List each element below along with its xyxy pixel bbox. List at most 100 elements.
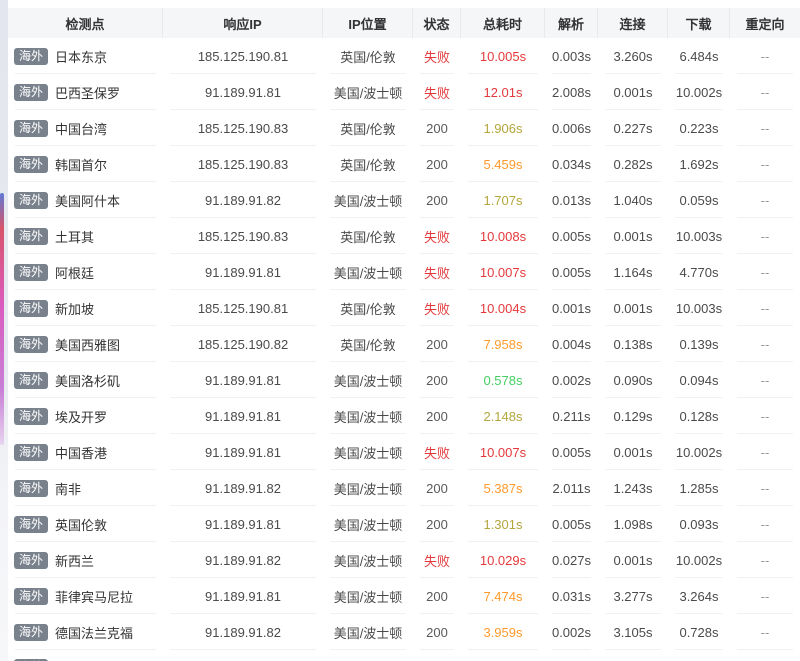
- overseas-badge: 海外: [14, 299, 49, 317]
- table-row: 海外 新西兰 91.189.91.82 美国/波士顿 失败 10.029s 0.0…: [8, 542, 800, 578]
- dns-time: 0.211s: [545, 398, 598, 434]
- download-time: 3.264s: [668, 578, 730, 614]
- download-time: 0.728s: [668, 614, 730, 650]
- total-time: 10.007s: [461, 434, 545, 470]
- redirect-value: --: [730, 254, 800, 290]
- connect-time: 1.243s: [598, 470, 668, 506]
- column-header-node: 检测点: [8, 8, 163, 38]
- dns-time: 0.006s: [545, 110, 598, 146]
- status-value: 200: [413, 146, 461, 182]
- dns-time: 0.013s: [545, 182, 598, 218]
- response-ip: 91.189.91.81: [163, 362, 323, 398]
- total-time: 5.459s: [461, 146, 545, 182]
- redirect-value: --: [730, 434, 800, 470]
- overseas-badge: 海外: [14, 587, 49, 605]
- total-time: 12.01s: [461, 74, 545, 110]
- node-cell: 海外 中国香港: [8, 434, 163, 470]
- ip-location: 美国/波士顿: [323, 542, 413, 578]
- status-value: 200: [413, 614, 461, 650]
- ip-location: 英国/伦敦: [323, 326, 413, 362]
- overseas-badge: 海外: [14, 335, 49, 353]
- overseas-badge: 海外: [14, 47, 49, 65]
- ip-location: 英国/伦敦: [323, 290, 413, 326]
- connect-time: 3.260s: [598, 38, 668, 74]
- total-time: 10.029s: [461, 542, 545, 578]
- status-value: 200: [413, 578, 461, 614]
- table-header-row: 检测点 响应IP IP位置 状态 总耗时 解析 连接 下载 重定向: [8, 8, 800, 38]
- connect-time: 0.227s: [598, 110, 668, 146]
- ip-location: 美国/波士顿: [323, 182, 413, 218]
- node-name: 美国阿什本: [55, 193, 121, 209]
- connect-time: 0.282s: [598, 146, 668, 182]
- response-ip: 91.189.91.82: [163, 542, 323, 578]
- redirect-value: --: [730, 182, 800, 218]
- redirect-value: --: [730, 38, 800, 74]
- response-ip: 91.189.91.81: [163, 254, 323, 290]
- download-time: 4.770s: [668, 254, 730, 290]
- download-time: 0.059s: [668, 182, 730, 218]
- dns-time: 0.001s: [545, 290, 598, 326]
- node-name: 日本东京: [55, 49, 108, 65]
- column-header-connect: 连接: [598, 8, 668, 38]
- node-cell: 海外 德国法兰克福: [8, 614, 163, 650]
- status-value: 失败: [413, 434, 461, 470]
- response-ip: 91.189.91.81: [163, 506, 323, 542]
- redirect-value: --: [730, 110, 800, 146]
- dns-time: 0.002s: [545, 362, 598, 398]
- total-time: 3.959s: [461, 614, 545, 650]
- connect-time: 0.090s: [598, 362, 668, 398]
- connect-time: 0.001s: [598, 542, 668, 578]
- column-header-status: 状态: [413, 8, 461, 38]
- node-cell: 海外 新西兰: [8, 542, 163, 578]
- ip-location: 美国/波士顿: [323, 614, 413, 650]
- overseas-badge: 海外: [14, 515, 49, 533]
- overseas-badge: 海外: [14, 623, 49, 641]
- ip-location: 美国/波士顿: [323, 254, 413, 290]
- column-header-dns: 解析: [545, 8, 598, 38]
- redirect-value: --: [730, 290, 800, 326]
- table-row: 海外 英国伦敦 91.189.91.81 美国/波士顿 200 1.301s 0.…: [8, 506, 800, 542]
- node-cell: 海外 美国西雅图: [8, 326, 163, 362]
- table-row: 海外 美国西雅图 185.125.190.82 英国/伦敦 200 7.958s …: [8, 326, 800, 362]
- column-header-download: 下载: [668, 8, 730, 38]
- node-name: 阿根廷: [55, 265, 95, 281]
- overseas-badge: 海外: [14, 443, 49, 461]
- connect-time: 1.098s: [598, 506, 668, 542]
- download-time: 0.223s: [668, 110, 730, 146]
- dns-time: 0.004s: [545, 326, 598, 362]
- connect-time: 3.277s: [598, 578, 668, 614]
- response-ip: 91.189.91.81: [163, 74, 323, 110]
- column-header-total: 总耗时: [461, 8, 545, 38]
- node-cell: 海外 南非: [8, 470, 163, 506]
- node-name: 南非: [55, 481, 82, 497]
- ip-location: 英国/伦敦: [323, 146, 413, 182]
- response-ip: 185.125.190.83: [163, 218, 323, 254]
- left-edge-strip: [0, 0, 8, 661]
- connect-time: 1.040s: [598, 182, 668, 218]
- table-row: 海外 土耳其 185.125.190.83 英国/伦敦 失败 10.008s 0.…: [8, 218, 800, 254]
- total-time: 7.474s: [461, 578, 545, 614]
- overseas-badge: 海外: [14, 83, 49, 101]
- dns-time: 0.005s: [545, 434, 598, 470]
- ip-location: 英国/伦敦: [323, 218, 413, 254]
- node-cell: 海外 美国洛杉矶: [8, 362, 163, 398]
- download-time: 10.002s: [668, 434, 730, 470]
- results-panel: 检测点 响应IP IP位置 状态 总耗时 解析 连接 下载 重定向 海外 日本东京 185.125…: [8, 0, 800, 661]
- column-header-redirect: 重定向: [730, 8, 800, 38]
- ip-location: 美国/波士顿: [323, 74, 413, 110]
- ip-location: 美国/波士顿: [323, 470, 413, 506]
- table-row: 海外 日本东京 185.125.190.81 英国/伦敦 失败 10.005s 0…: [8, 38, 800, 74]
- overseas-badge: 海外: [14, 407, 49, 425]
- node-cell: 海外 土耳其: [8, 218, 163, 254]
- overseas-badge: 海外: [14, 119, 49, 137]
- redirect-value: --: [730, 614, 800, 650]
- redirect-value: --: [730, 578, 800, 614]
- status-value: 失败: [413, 542, 461, 578]
- node-cell: 海外 韩国首尔: [8, 146, 163, 182]
- table-row: 海外 新加坡 185.125.190.81 英国/伦敦 失败 10.004s 0.…: [8, 290, 800, 326]
- node-cell: 海外 日本东京: [8, 38, 163, 74]
- node-name: 菲律宾马尼拉: [55, 589, 134, 605]
- table-row: 海外 美国阿什本 91.189.91.82 美国/波士顿 200 1.707s 0…: [8, 182, 800, 218]
- status-value: 失败: [413, 38, 461, 74]
